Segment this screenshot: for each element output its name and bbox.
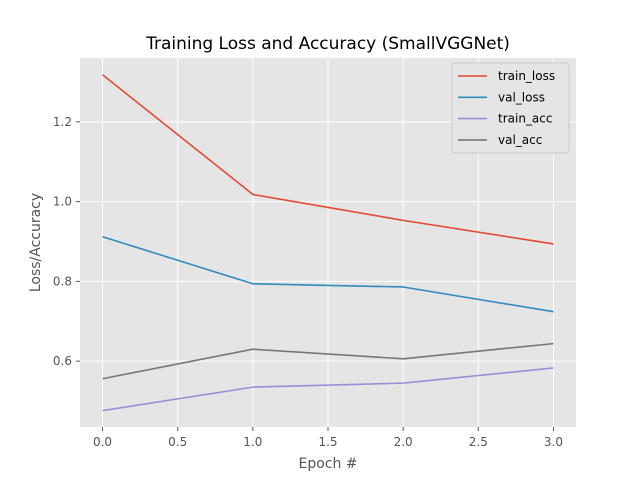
x-tick-label: 0.5 xyxy=(168,435,187,449)
x-tick-label: 0.0 xyxy=(93,435,112,449)
y-tick-label: 1.0 xyxy=(53,195,72,209)
y-tick-label: 0.6 xyxy=(53,354,72,368)
y-tick-label: 0.8 xyxy=(53,274,72,288)
legend-label-train-loss: train_loss xyxy=(498,69,555,83)
series-line-train-loss xyxy=(102,74,554,245)
series-line-val-acc xyxy=(102,342,554,380)
legend-label-train-acc: train_acc xyxy=(498,112,552,126)
y-axis-label: Loss/Accuracy xyxy=(28,193,44,292)
series-line-train-acc xyxy=(102,367,554,412)
y-tick-label: 1.2 xyxy=(53,115,72,129)
x-tick-label: 3.0 xyxy=(544,435,563,449)
x-axis-ticks: 0.0 0.5 1.0 1.5 2.0 2.5 3.0 xyxy=(93,427,563,449)
series-line-val-loss xyxy=(102,235,554,313)
legend-items: train_loss val_loss train_acc val_acc xyxy=(458,69,555,147)
x-tick-label: 1.5 xyxy=(318,435,337,449)
legend-box xyxy=(451,62,570,154)
x-tick-label: 2.0 xyxy=(394,435,413,449)
legend-label-val-acc: val_acc xyxy=(498,133,542,147)
chart-title: Training Loss and Accuracy (SmallVGGNet) xyxy=(145,34,510,54)
x-tick-label: 2.5 xyxy=(469,435,488,449)
x-axis-label: Epoch # xyxy=(298,456,357,472)
x-tick-label: 1.0 xyxy=(243,435,262,449)
series-lines xyxy=(102,74,554,412)
legend-label-val-loss: val_loss xyxy=(498,90,545,104)
legend: train_loss val_loss train_acc val_acc xyxy=(451,62,570,154)
y-axis-ticks: 0.6 0.8 1.0 1.2 xyxy=(53,115,80,368)
